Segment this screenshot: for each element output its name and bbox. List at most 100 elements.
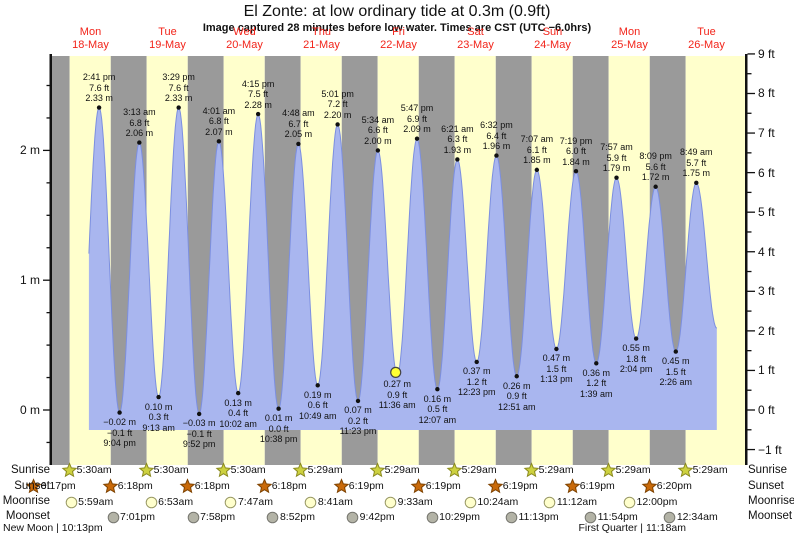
y-axis-right-tick-label: 6 ft (758, 165, 775, 180)
tide-label-line: 9:04 pm (103, 438, 136, 449)
tide-label-line: 0.37 m (462, 366, 491, 377)
tide-label-line: 6.3 ft (447, 134, 468, 145)
y-axis-right-tick-label: 5 ft (758, 205, 775, 220)
tide-low-label: 0.16 m 0.5 ft 12:07 am (406, 394, 468, 426)
sunset-icon (179, 478, 196, 494)
day-of-week: Sun (542, 26, 563, 38)
moonrise-label-right: Moonrise (748, 495, 794, 507)
sunset-icon (564, 478, 581, 494)
tide-label-line: 0.4 ft (228, 408, 249, 419)
sunrise-icon (446, 462, 463, 478)
moonrise-icon (65, 496, 77, 508)
day-label: Tue 26-May (668, 26, 746, 52)
sunrise-star-shape (215, 462, 232, 478)
moonrise-time: 7:47am (237, 495, 273, 508)
tide-curve-area (88, 107, 717, 430)
tide-label-line: 1.2 ft (586, 378, 607, 389)
tide-label-line: −0.02 m (103, 417, 136, 428)
page-title: El Zonte: at low ordinary tide at 0.3m (… (243, 3, 551, 20)
moonrise-circle-shape (384, 496, 397, 508)
tide-label-line: 6.9 ft (407, 113, 428, 124)
moonset-time: 7:58pm (200, 510, 236, 523)
y-axis-right-tick-label: 7 ft (758, 126, 775, 141)
tide-extremum-dot (494, 153, 499, 158)
tide-label-line: 0.07 m (344, 405, 372, 416)
tide-label-line: 7:07 am (520, 134, 554, 145)
sunrise-star-shape (446, 462, 463, 478)
tide-extremum-dot (235, 390, 241, 396)
sunset-icon (641, 478, 658, 494)
tide-label-line: −0.1 ft (186, 428, 212, 439)
tide-label-line: 6.8 ft (129, 117, 150, 128)
moonset-circle-shape (584, 511, 597, 523)
sunrise-time: 5:29am (307, 464, 343, 476)
sunrise-star-shape (61, 462, 78, 478)
sunrise-icon (677, 462, 694, 478)
sunset-time: 6:19pm (579, 480, 615, 492)
moonset-time: 11:54pm (597, 510, 638, 523)
sunset-time: 6:18pm (117, 480, 153, 492)
tide-high-label: 7:19 pm 6.0 ft 1.84 m (545, 136, 607, 168)
sunrise-time: 5:29am (461, 464, 497, 476)
tide-extremum-dot (435, 387, 440, 392)
tide-label-line: 6.4 ft (486, 130, 507, 141)
sunrise-icon (215, 462, 232, 478)
tide-label-line: 6.1 ft (526, 144, 547, 155)
sunset-time: 6:18pm (271, 480, 307, 492)
day-date: 25-May (611, 39, 648, 51)
tide-extremum-dot (414, 136, 420, 141)
sunset-time: 6:17pm (40, 480, 76, 492)
tide-label-line: 2.09 m (403, 124, 431, 135)
sunrise-star-shape (523, 462, 540, 478)
day-date: 18-May (72, 39, 109, 51)
tide-extremum-dot (694, 180, 699, 186)
tide-label-line: 6:21 am (441, 123, 474, 134)
sunset-star-shape (25, 478, 42, 494)
tide-label-line: 2.20 m (323, 109, 352, 120)
tide-label-line: 5:34 am (361, 114, 395, 125)
sunset-star-shape (256, 478, 273, 494)
moonset-time: 12:34am (676, 510, 718, 523)
day-label: Sat 23-May (437, 26, 515, 52)
tide-low-label: 0.27 m 0.9 ft 11:36 am (366, 379, 428, 411)
tide-label-line: 11:23 pm (339, 426, 377, 437)
tide-label-line: 2:04 pm (619, 364, 653, 375)
tide-low-label: 0.07 m 0.2 ft 11:23 pm (327, 405, 389, 437)
moonset-time: 10:29pm (439, 510, 480, 523)
tide-label-line: 5:47 pm (400, 103, 434, 114)
tide-extremum-dot (296, 141, 301, 147)
tide-extremum-dot (276, 406, 281, 411)
tide-label-line: 12:51 am (497, 401, 536, 412)
tide-extremum-dot (375, 148, 381, 153)
day-label: Mon 18-May (52, 26, 130, 52)
tide-label-line: 0.9 ft (506, 391, 527, 402)
day-of-week: Wed (233, 26, 256, 38)
moonrise-icon (623, 496, 636, 508)
y-axis-left-tick-label: 2 m (19, 143, 40, 158)
sunrise-star-shape (369, 462, 386, 478)
sunset-label-left: Sunset (14, 480, 50, 492)
tide-low-label: 0.45 m 1.5 ft 2:26 am (645, 356, 707, 388)
y-axis-left-tick-label: 0 m (19, 403, 40, 417)
moonset-circle-shape (187, 511, 199, 523)
sunrise-time: 5:29am (692, 464, 728, 476)
tide-high-label: 5:34 am 6.6 ft 2.00 m (347, 115, 409, 147)
tide-low-label: 0.13 m 0.4 ft 10:02 am (207, 398, 269, 430)
sunrise-time: 5:29am (384, 464, 420, 476)
sunset-time: 6:19pm (348, 480, 384, 492)
tide-extremum-dot (514, 374, 519, 379)
moonrise-icon (384, 496, 397, 508)
sunset-icon (102, 478, 119, 494)
tide-high-label: 2:41 pm 7.6 ft 2.33 m (68, 72, 130, 104)
tide-extremum-dot (633, 336, 639, 341)
tide-high-label: 4:48 am 6.7 ft 2.05 m (267, 108, 329, 140)
tide-high-label: 4:01 am 6.8 ft 2.07 m (188, 106, 250, 138)
sunrise-time: 5:29am (538, 464, 574, 476)
tide-label-line: 4:01 am (202, 105, 236, 116)
sunset-icon (333, 478, 350, 494)
tide-high-label: 5:47 pm 6.9 ft 2.09 m (386, 103, 448, 135)
tide-low-label: −0.02 m −0.1 ft 9:04 pm (89, 417, 151, 449)
sunset-star-shape (102, 478, 119, 494)
day-of-week: Mon (79, 26, 102, 38)
